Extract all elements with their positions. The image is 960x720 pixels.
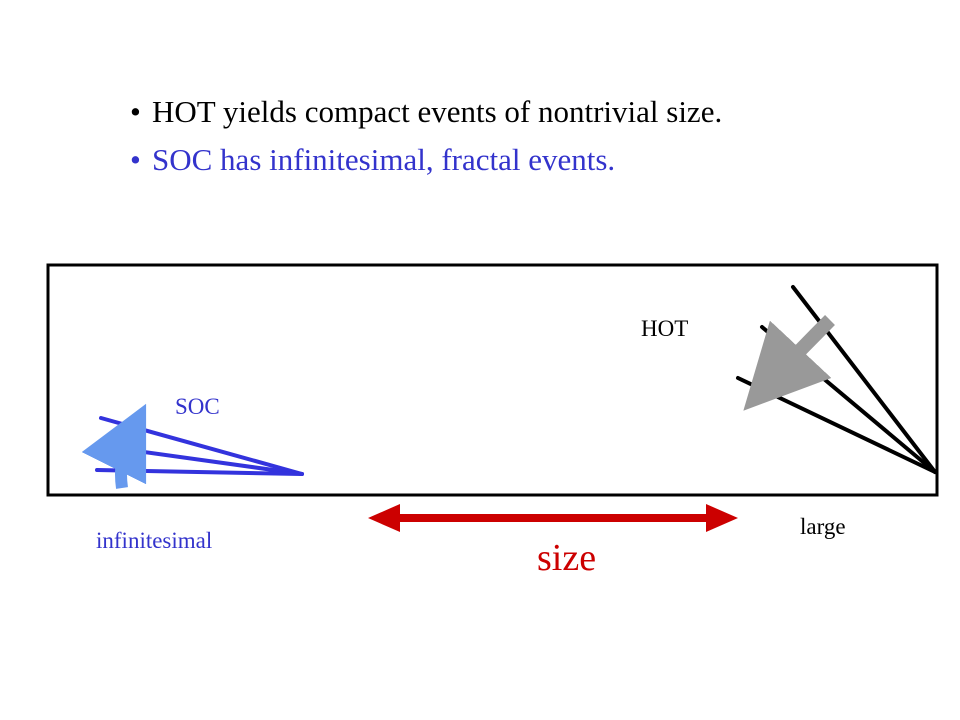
bullet-hot: • HOT yields compact events of nontrivial…: [130, 88, 722, 136]
large-label: large: [800, 514, 846, 539]
hot-arrow: [743, 315, 835, 411]
bullet-marker: •: [130, 94, 141, 129]
soc-arrow: [81, 403, 147, 489]
bullet-hot-text: HOT yields compact events of nontrivial …: [152, 94, 723, 129]
size-arrow-left-head: [368, 504, 400, 532]
size-arrow: [368, 504, 738, 532]
bullet-marker: •: [130, 142, 141, 177]
hot-label: HOT: [641, 316, 689, 341]
hot-line-2: [760, 325, 937, 474]
infinitesimal-label: infinitesimal: [96, 528, 213, 553]
size-arrow-right-head: [706, 504, 738, 532]
bullet-list: • HOT yields compact events of nontrivial…: [130, 88, 722, 184]
soc-label: SOC: [175, 394, 220, 419]
diagram-frame: [46, 263, 939, 497]
hot-line-1: [791, 285, 937, 474]
hot-lines: [736, 285, 937, 474]
hot-line-3: [736, 376, 937, 474]
bullet-soc-text: SOC has infinitesimal, fractal events.: [152, 142, 616, 177]
bullet-soc: • SOC has infinitesimal, fractal events.: [130, 136, 722, 184]
size-label: size: [537, 537, 597, 579]
